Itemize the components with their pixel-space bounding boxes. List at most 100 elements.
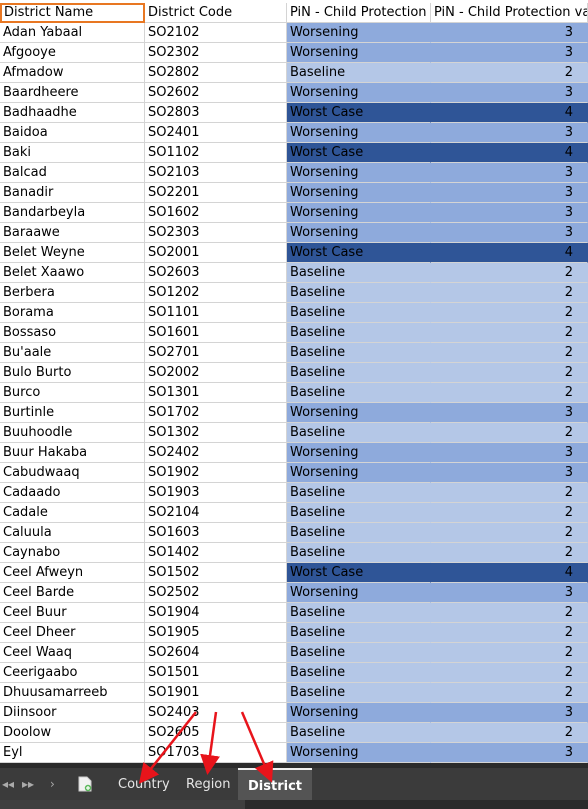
district-code-cell[interactable]: SO2701 [145,343,287,363]
pin-status-cell[interactable]: Baseline [287,503,431,523]
pin-value-cell[interactable]: 3 [431,203,588,223]
header-district-name[interactable]: District Name [0,3,145,23]
pin-value-cell[interactable]: 2 [431,323,588,343]
district-name-cell[interactable]: Afmadow [0,63,145,83]
district-name-cell[interactable]: Baidoa [0,123,145,143]
district-code-cell[interactable]: SO1402 [145,543,287,563]
pin-status-cell[interactable]: Baseline [287,683,431,703]
pin-value-cell[interactable]: 3 [431,163,588,183]
district-code-cell[interactable]: SO2001 [145,243,287,263]
district-name-cell[interactable]: Baki [0,143,145,163]
district-code-cell[interactable]: SO2604 [145,643,287,663]
district-code-cell[interactable]: SO1101 [145,303,287,323]
pin-value-cell[interactable]: 3 [431,83,588,103]
district-name-cell[interactable]: Cabudwaaq [0,463,145,483]
district-code-cell[interactable]: SO1302 [145,423,287,443]
pin-status-cell[interactable]: Worsening [287,223,431,243]
tab-district[interactable]: District [238,768,312,804]
district-code-cell[interactable]: SO1702 [145,403,287,423]
district-code-cell[interactable]: SO2303 [145,223,287,243]
pin-value-cell[interactable]: 2 [431,603,588,623]
pin-status-cell[interactable]: Baseline [287,323,431,343]
district-name-cell[interactable]: Ceel Dheer [0,623,145,643]
district-code-cell[interactable]: SO1905 [145,623,287,643]
district-name-cell[interactable]: Berbera [0,283,145,303]
pin-value-cell[interactable]: 4 [431,563,588,583]
pin-status-cell[interactable]: Baseline [287,363,431,383]
district-code-cell[interactable]: SO2502 [145,583,287,603]
pin-status-cell[interactable]: Worsening [287,463,431,483]
pin-value-cell[interactable]: 2 [431,623,588,643]
district-code-cell[interactable]: SO1301 [145,383,287,403]
scroll-next-sheet-icon[interactable]: › [50,777,55,791]
district-name-cell[interactable]: Ceel Barde [0,583,145,603]
pin-value-cell[interactable]: 3 [431,443,588,463]
pin-value-cell[interactable]: 2 [431,663,588,683]
pin-value-cell[interactable]: 3 [431,583,588,603]
district-name-cell[interactable]: Bu'aale [0,343,145,363]
district-name-cell[interactable]: Afgooye [0,43,145,63]
district-code-cell[interactable]: SO2603 [145,263,287,283]
district-code-cell[interactable]: SO1603 [145,523,287,543]
pin-status-cell[interactable]: Baseline [287,543,431,563]
pin-value-cell[interactable]: 2 [431,523,588,543]
pin-status-cell[interactable]: Worsening [287,583,431,603]
district-name-cell[interactable]: Adan Yabaal [0,23,145,43]
tab-region[interactable]: Region [186,777,231,792]
pin-status-cell[interactable]: Worsening [287,23,431,43]
pin-status-cell[interactable]: Worsening [287,43,431,63]
pin-value-cell[interactable]: 2 [431,63,588,83]
district-code-cell[interactable]: SO2402 [145,443,287,463]
pin-status-cell[interactable]: Worsening [287,703,431,723]
district-code-cell[interactable]: SO2002 [145,363,287,383]
district-name-cell[interactable]: Belet Weyne [0,243,145,263]
scroll-first-sheet-icon[interactable]: ◂◂ [2,777,15,791]
pin-status-cell[interactable]: Baseline [287,283,431,303]
pin-status-cell[interactable]: Baseline [287,603,431,623]
pin-value-cell[interactable]: 3 [431,743,588,763]
district-code-cell[interactable]: SO2302 [145,43,287,63]
district-code-cell[interactable]: SO1102 [145,143,287,163]
pin-status-cell[interactable]: Worsening [287,183,431,203]
header-pin-child-protection[interactable]: PiN - Child Protection [287,3,431,23]
pin-status-cell[interactable]: Baseline [287,723,431,743]
pin-value-cell[interactable]: 3 [431,23,588,43]
district-code-cell[interactable]: SO2802 [145,63,287,83]
district-name-cell[interactable]: Cadale [0,503,145,523]
district-name-cell[interactable]: Caluula [0,523,145,543]
district-code-cell[interactable]: SO2102 [145,23,287,43]
district-name-cell[interactable]: Borama [0,303,145,323]
district-name-cell[interactable]: Buuhoodle [0,423,145,443]
pin-status-cell[interactable]: Baseline [287,343,431,363]
pin-value-cell[interactable]: 4 [431,143,588,163]
pin-status-cell[interactable]: Worsening [287,83,431,103]
district-name-cell[interactable]: Bulo Burto [0,363,145,383]
pin-value-cell[interactable]: 2 [431,263,588,283]
district-name-cell[interactable]: Balcad [0,163,145,183]
district-name-cell[interactable]: Burco [0,383,145,403]
district-name-cell[interactable]: Ceerigaabo [0,663,145,683]
pin-value-cell[interactable]: 2 [431,683,588,703]
pin-status-cell[interactable]: Baseline [287,483,431,503]
pin-status-cell[interactable]: Baseline [287,643,431,663]
pin-status-cell[interactable]: Baseline [287,423,431,443]
district-name-cell[interactable]: Ceel Afweyn [0,563,145,583]
district-name-cell[interactable]: Ceel Waaq [0,643,145,663]
pin-value-cell[interactable]: 2 [431,303,588,323]
district-code-cell[interactable]: SO1602 [145,203,287,223]
pin-status-cell[interactable]: Baseline [287,303,431,323]
district-name-cell[interactable]: Caynabo [0,543,145,563]
district-code-cell[interactable]: SO1502 [145,563,287,583]
pin-value-cell[interactable]: 3 [431,403,588,423]
pin-value-cell[interactable]: 2 [431,723,588,743]
district-code-cell[interactable]: SO1703 [145,743,287,763]
district-code-cell[interactable]: SO2103 [145,163,287,183]
pin-value-cell[interactable]: 2 [431,343,588,363]
pin-value-cell[interactable]: 2 [431,503,588,523]
district-name-cell[interactable]: Doolow [0,723,145,743]
district-name-cell[interactable]: Cadaado [0,483,145,503]
pin-value-cell[interactable]: 2 [431,483,588,503]
pin-value-cell[interactable]: 3 [431,463,588,483]
pin-status-cell[interactable]: Baseline [287,663,431,683]
pin-status-cell[interactable]: Worst Case [287,143,431,163]
